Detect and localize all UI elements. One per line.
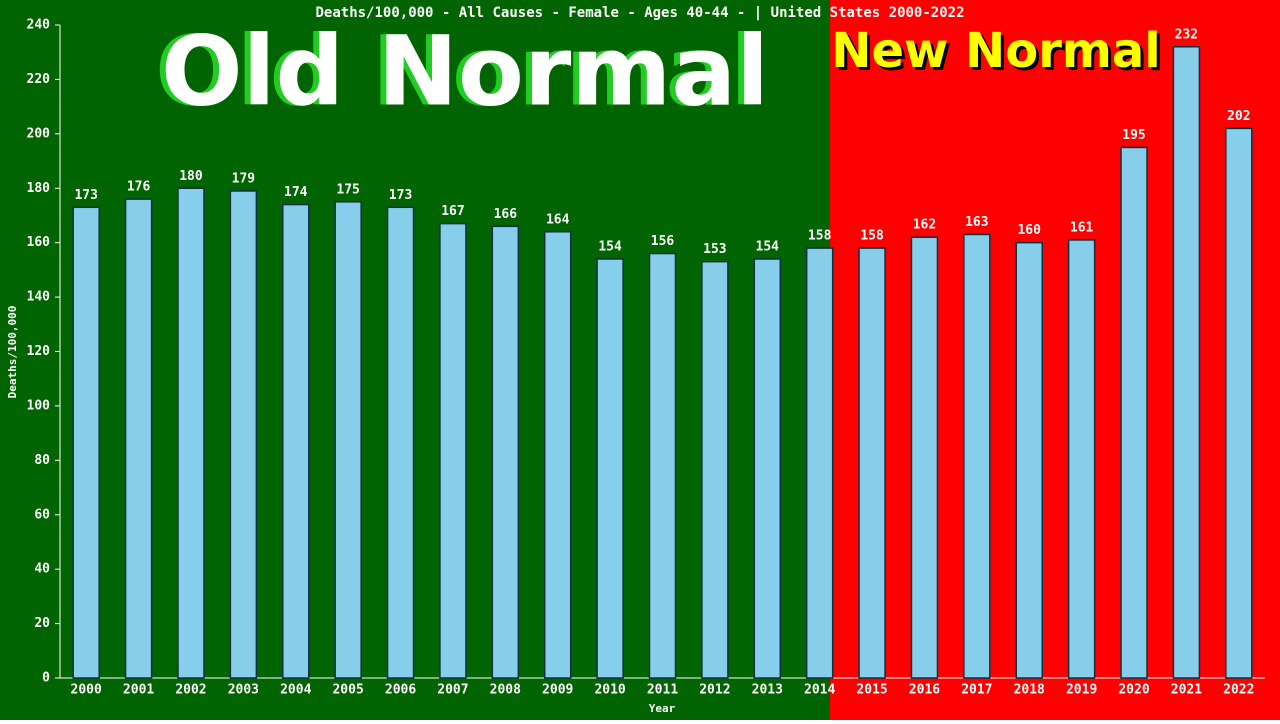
value-label: 176 — [127, 180, 151, 195]
x-axis-label: Year — [649, 702, 676, 715]
x-tick-label: 2004 — [280, 683, 311, 698]
bar — [596, 258, 624, 679]
bar — [701, 260, 729, 679]
bar — [334, 201, 362, 679]
bar — [72, 206, 100, 679]
bar — [858, 247, 886, 679]
value-label: 158 — [808, 229, 832, 244]
y-tick-label: 80 — [34, 453, 50, 468]
value-label: 173 — [389, 188, 412, 203]
bar — [1067, 239, 1096, 679]
value-label: 167 — [441, 204, 464, 219]
value-label: 173 — [74, 188, 97, 203]
x-tick-label: 2015 — [856, 683, 887, 698]
bar — [177, 187, 205, 679]
value-label: 166 — [494, 207, 518, 222]
x-tick-label: 2008 — [490, 683, 521, 698]
value-label: 154 — [756, 239, 780, 254]
value-label: 153 — [703, 242, 726, 257]
y-tick-label: 140 — [27, 290, 51, 305]
bar — [543, 231, 572, 679]
value-label: 156 — [651, 234, 675, 249]
bar — [963, 233, 991, 679]
bar — [805, 247, 834, 679]
value-label: 179 — [232, 171, 255, 186]
bar — [491, 225, 520, 679]
x-tick-label: 2021 — [1171, 683, 1202, 698]
value-label: 202 — [1227, 109, 1250, 124]
value-label: 158 — [860, 229, 884, 244]
bar — [1015, 241, 1043, 679]
x-tick-label: 2020 — [1118, 683, 1149, 698]
y-tick-label: 100 — [27, 398, 51, 413]
annotation-shadow: Old Normal — [155, 15, 763, 127]
annotation: New Normal — [831, 23, 1160, 79]
value-label: 174 — [284, 185, 308, 200]
bar — [282, 203, 310, 679]
value-label: 180 — [179, 169, 203, 184]
value-label: 161 — [1070, 220, 1094, 235]
value-label: 162 — [913, 218, 936, 233]
bar — [1172, 46, 1201, 679]
value-label: 154 — [598, 239, 622, 254]
bar — [386, 206, 415, 679]
x-tick-label: 2018 — [1014, 683, 1045, 698]
x-tick-label: 2011 — [647, 683, 678, 698]
value-label: 164 — [546, 212, 570, 227]
value-label: 195 — [1122, 128, 1145, 143]
x-tick-label: 2012 — [699, 683, 730, 698]
bar — [229, 190, 258, 679]
bar — [124, 198, 153, 679]
y-tick-label: 180 — [27, 181, 51, 196]
y-tick-label: 60 — [34, 507, 50, 522]
value-label: 175 — [336, 182, 359, 197]
y-tick-label: 0 — [42, 671, 50, 686]
new-normal-background — [830, 0, 1280, 720]
annotation: Old Normal — [161, 15, 769, 127]
x-tick-label: 2010 — [594, 683, 625, 698]
bar — [439, 222, 467, 679]
bar — [648, 252, 677, 679]
value-label: 160 — [1017, 223, 1041, 238]
bar — [910, 236, 939, 679]
y-tick-label: 160 — [27, 235, 51, 250]
annotation-shadow: New Normal — [834, 26, 1163, 82]
y-tick-label: 200 — [27, 126, 51, 141]
value-label: 163 — [965, 215, 988, 230]
y-axis-label: Deaths/100,000 — [6, 306, 19, 399]
x-tick-label: 2000 — [71, 683, 102, 698]
x-tick-label: 2009 — [542, 683, 573, 698]
x-tick-label: 2013 — [752, 683, 783, 698]
bar — [1225, 127, 1253, 679]
x-tick-label: 2017 — [961, 683, 992, 698]
x-tick-label: 2016 — [909, 683, 940, 698]
x-tick-label: 2019 — [1066, 683, 1097, 698]
x-tick-label: 2005 — [332, 683, 363, 698]
bar — [1120, 146, 1148, 679]
x-tick-label: 2014 — [804, 683, 835, 698]
bar — [753, 258, 782, 679]
x-tick-label: 2006 — [385, 683, 416, 698]
x-tick-label: 2007 — [437, 683, 468, 698]
y-tick-label: 240 — [27, 18, 51, 33]
chart-title: Deaths/100,000 - All Causes - Female - A… — [315, 5, 964, 21]
y-tick-label: 40 — [34, 562, 50, 577]
x-tick-label: 2003 — [228, 683, 259, 698]
y-tick-label: 120 — [27, 344, 51, 359]
x-tick-label: 2022 — [1223, 683, 1254, 698]
value-label: 232 — [1175, 27, 1198, 42]
y-tick-label: 220 — [27, 72, 51, 87]
x-tick-label: 2002 — [175, 683, 206, 698]
y-tick-label: 20 — [34, 616, 50, 631]
x-tick-label: 2001 — [123, 683, 154, 698]
